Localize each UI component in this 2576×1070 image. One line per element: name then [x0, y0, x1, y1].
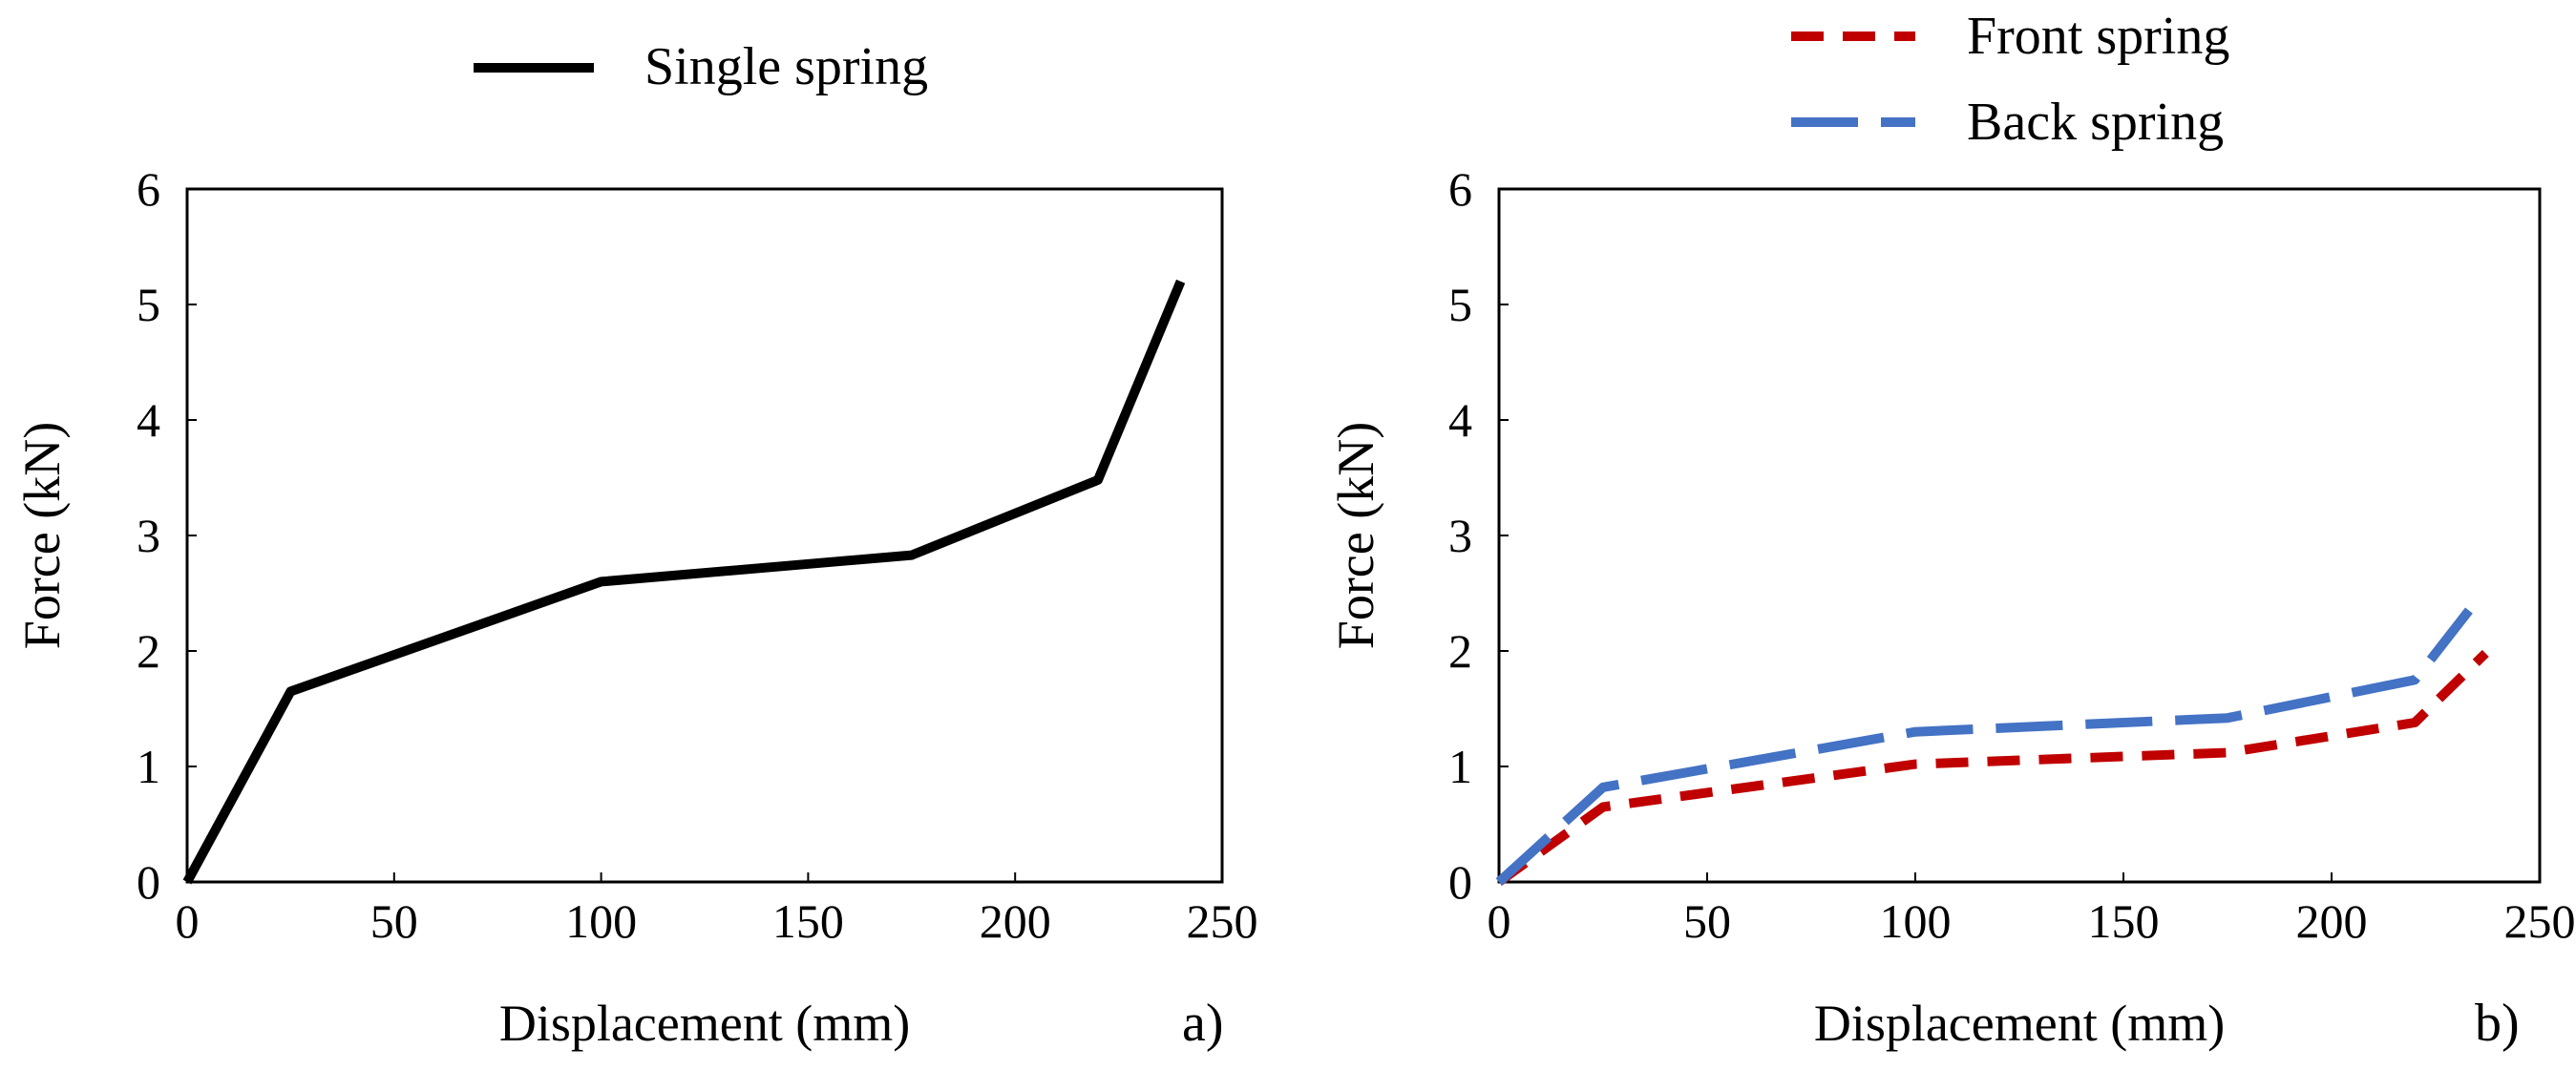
y-tick-label: 3	[1448, 509, 1472, 562]
x-tick-label: 250	[1187, 894, 1258, 948]
series-line-front-spring	[1496, 649, 2489, 887]
y-tick-label: 4	[137, 393, 160, 447]
y-tick-label: 1	[137, 740, 160, 793]
y-axis-label: Force (kN)	[1327, 422, 1384, 649]
y-tick-label: 0	[137, 855, 160, 909]
series-line-back-spring	[1495, 607, 2473, 886]
plot-frame	[185, 187, 1224, 884]
y-tick-label: 1	[1448, 740, 1472, 793]
x-tick-label: 100	[565, 894, 637, 948]
x-tick-label: 150	[772, 894, 844, 948]
x-tick-label: 250	[2504, 894, 2576, 948]
y-tick-label: 3	[137, 509, 160, 562]
y-tick-label: 6	[137, 162, 160, 216]
x-axis-label: Displacement (mm)	[499, 995, 910, 1052]
legend-label: Single spring	[644, 37, 928, 96]
y-tick-label: 4	[1448, 393, 1472, 447]
x-tick-label: 150	[2088, 894, 2160, 948]
panel-a-chart: 0 50 100 150 200 250 0 1 2 3 4 5 6 Displacement (mm) F…	[13, 37, 1258, 1053]
panel-label: a)	[1182, 994, 1224, 1053]
x-tick-label: 50	[370, 894, 418, 948]
y-tick-label: 0	[1448, 855, 1472, 909]
x-tick-label: 0	[1488, 894, 1511, 948]
panel-label: b)	[2475, 994, 2520, 1053]
y-tick-label: 5	[137, 278, 160, 331]
x-axis-label: Displacement (mm)	[1814, 995, 2225, 1052]
y-axis-label: Force (kN)	[13, 422, 71, 649]
x-tick-label: 0	[176, 894, 200, 948]
x-tick-label: 50	[1683, 894, 1731, 948]
series-line-single-spring	[182, 279, 1186, 885]
legend-label: Front spring	[1967, 7, 2229, 66]
y-tick-label: 6	[1448, 162, 1472, 216]
x-tick-label: 200	[2296, 894, 2368, 948]
y-tick-label: 2	[1448, 624, 1472, 678]
panel-b-chart: 0 50 100 150 200 250 0 1 2 3 4 5 6 Displacement (mm) F…	[1327, 7, 2576, 1053]
x-tick-label: 200	[980, 894, 1051, 948]
y-tick-label: 2	[137, 624, 160, 678]
y-tick-label: 5	[1448, 278, 1472, 331]
x-tick-label: 100	[1880, 894, 1952, 948]
legend-label: Back spring	[1967, 93, 2224, 152]
